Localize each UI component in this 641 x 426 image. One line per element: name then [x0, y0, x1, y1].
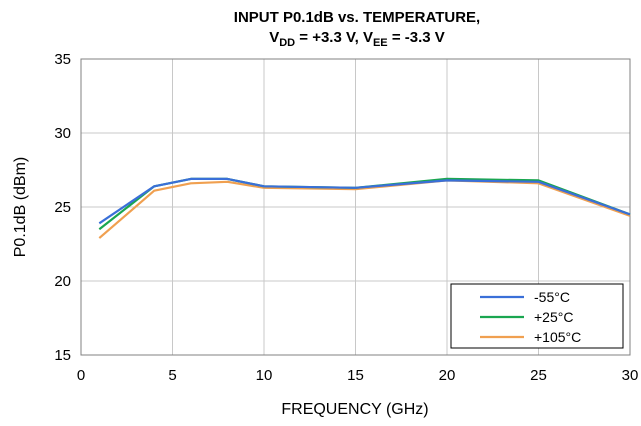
legend-label: +105°C — [534, 329, 581, 345]
chart-title-line2: VDD = +3.3 V, VEE = -3.3 V — [269, 29, 445, 49]
y-axis-title: P0.1dB (dBm) — [12, 157, 29, 257]
vee-value: = -3.3 V — [388, 29, 445, 46]
y-tick-label: 20 — [54, 273, 71, 290]
series-line-2 — [98, 179, 631, 239]
x-tick-label: 15 — [347, 367, 364, 384]
chart-title-line1: INPUT P0.1dB vs. TEMPERATURE, — [234, 9, 480, 26]
vee-subscript: EE — [373, 37, 388, 49]
legend-label: +25°C — [534, 309, 573, 325]
tick-layer: 0 5 10 15 20 25 30 15 20 25 30 35 — [54, 51, 638, 384]
series-layer — [98, 177, 631, 239]
x-tick-label: 25 — [530, 367, 547, 384]
x-tick-label: 0 — [77, 367, 85, 384]
y-tick-label: 30 — [54, 125, 71, 142]
vdd-symbol: V — [269, 29, 279, 46]
x-tick-label: 10 — [256, 367, 273, 384]
series-line-0 — [98, 177, 631, 225]
plot-frame — [80, 58, 631, 356]
chart-title: INPUT P0.1dB vs. TEMPERATURE, VDD = +3.3… — [234, 9, 480, 49]
vee-symbol: V — [363, 29, 373, 46]
y-tick-label: 15 — [54, 347, 71, 364]
y-tick-label: 35 — [54, 51, 71, 68]
legend-label: -55°C — [534, 289, 570, 305]
x-tick-label: 20 — [439, 367, 456, 384]
grid-layer — [81, 59, 630, 355]
x-tick-label: 5 — [168, 367, 176, 384]
x-tick-label: 30 — [622, 367, 639, 384]
legend-box — [450, 283, 624, 349]
y-tick-label: 25 — [54, 199, 71, 216]
legend: -55°C +25°C +105°C — [450, 283, 624, 349]
legend-items: -55°C +25°C +105°C — [480, 289, 581, 345]
vdd-subscript: DD — [279, 37, 295, 49]
vdd-value: = +3.3 V, — [295, 29, 363, 46]
x-axis-title: FREQUENCY (GHz) — [281, 401, 428, 418]
